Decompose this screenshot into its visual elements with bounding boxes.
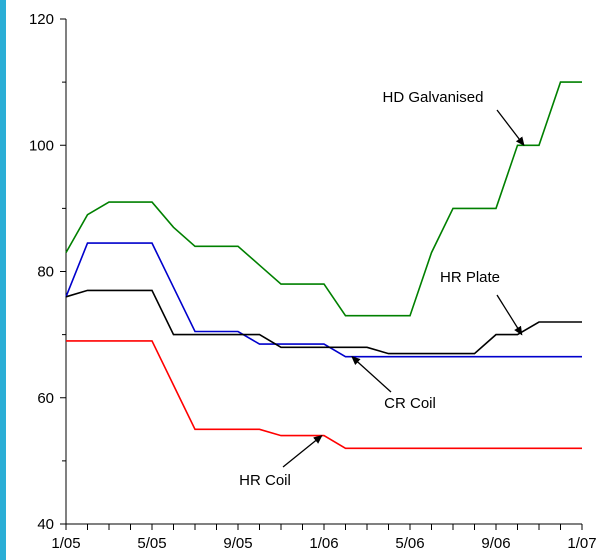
annotation-arrow-cr-coil xyxy=(351,356,392,393)
annotation-arrow-hr-plate xyxy=(496,294,523,336)
y-tick-label: 100 xyxy=(29,137,54,154)
series-line-hr-plate xyxy=(65,289,582,355)
annotation-label-hd-galvanised: HD Galvanised xyxy=(383,89,484,106)
series-line-hr-coil xyxy=(66,340,582,450)
annotation-label-hr-plate: HR Plate xyxy=(440,269,500,286)
x-tick-label: 5/06 xyxy=(395,535,424,552)
annotation-label-cr-coil: CR Coil xyxy=(384,395,436,412)
y-tick-label: 40 xyxy=(37,516,54,533)
y-tick-label: 120 xyxy=(29,11,54,28)
series-line-hd-galvanised xyxy=(65,81,582,317)
x-tick-label: 9/05 xyxy=(223,535,252,552)
annotation-layer: HD Galvanised HR Plate CR Coil HR Coil xyxy=(239,89,525,489)
x-tick-label: 1/05 xyxy=(51,535,80,552)
y-tick-label: 80 xyxy=(37,264,54,281)
series-line-cr-coil xyxy=(65,242,582,358)
y-tick-label: 60 xyxy=(37,390,54,407)
annotation-arrow-hr-coil xyxy=(282,434,323,468)
x-tick-label: 9/06 xyxy=(481,535,510,552)
annotation-label-hr-coil: HR Coil xyxy=(239,472,291,489)
series-layer xyxy=(65,81,582,450)
x-tick-label: 5/05 xyxy=(137,535,166,552)
x-tick-label: 1/07 xyxy=(567,535,596,552)
x-tick-label: 1/06 xyxy=(309,535,338,552)
left-accent-bar xyxy=(0,0,6,560)
annotation-arrow-hd-galvanised xyxy=(496,109,525,147)
axes: 40 60 80 100 120 1/05 5/05 9/05 1/06 5/06 9/06 1/07 xyxy=(29,11,597,552)
